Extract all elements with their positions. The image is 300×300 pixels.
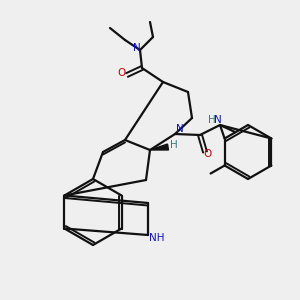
Text: O: O — [118, 68, 126, 78]
Text: N: N — [214, 115, 222, 125]
Text: N: N — [133, 43, 141, 53]
Polygon shape — [150, 144, 169, 150]
Text: NH: NH — [149, 233, 165, 243]
Text: H: H — [170, 140, 178, 150]
Text: H: H — [208, 115, 216, 125]
Text: N: N — [176, 124, 184, 134]
Text: O: O — [204, 149, 212, 159]
